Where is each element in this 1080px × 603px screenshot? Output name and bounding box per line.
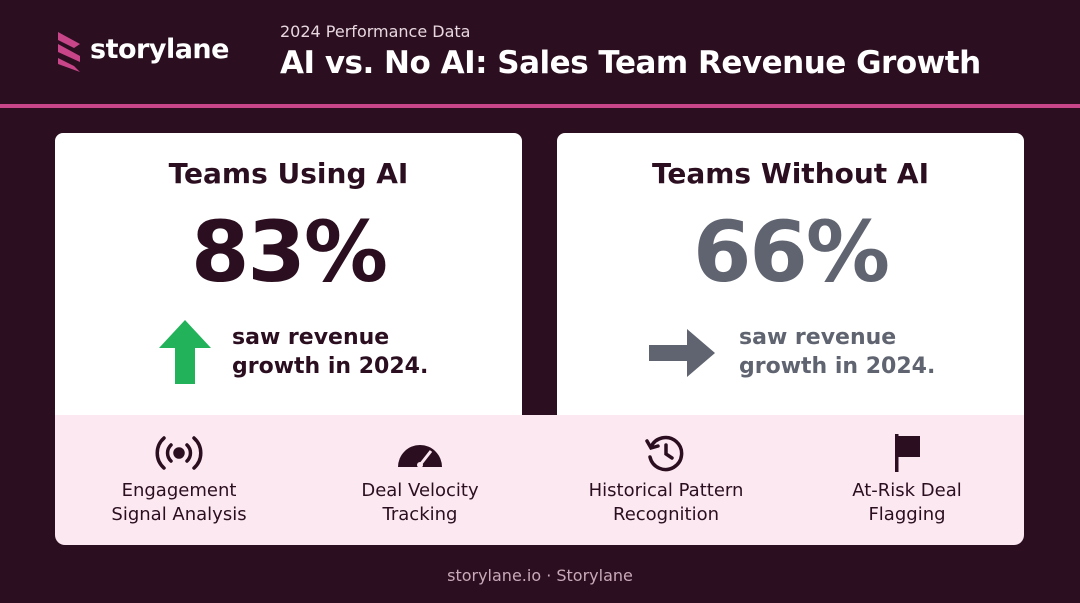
card-ai: Teams Using AI 83% saw revenue growth in… (55, 133, 522, 433)
signal-icon (155, 436, 203, 470)
up-arrow (159, 320, 211, 384)
card-no-ai: Teams Without AI 66% saw revenue growth … (557, 133, 1024, 433)
flag-icon (895, 434, 920, 472)
title: AI vs. No AI: Sales Team Revenue Growth (280, 45, 981, 81)
feature-label: At-Risk Deal (852, 480, 962, 501)
stat: 66% (692, 203, 890, 301)
card-title: Teams Using AI (168, 157, 409, 190)
feature-label: Deal Velocity (361, 480, 479, 501)
right-arrow (649, 329, 715, 377)
card-title: Teams Without AI (651, 157, 930, 190)
feature-label: Signal Analysis (111, 504, 247, 525)
feature: Engagement Signal Analysis (59, 433, 299, 527)
subtitle: 2024 Performance Data (280, 22, 471, 41)
feature-label: Historical Pattern (588, 480, 744, 501)
history-icon (645, 435, 684, 472)
feature: At-Risk Deal Flagging (787, 433, 1027, 527)
feature-label: Flagging (868, 504, 946, 525)
divider (0, 104, 1080, 108)
feature: Deal Velocity Tracking (300, 433, 540, 527)
feature-label: Tracking (382, 504, 458, 525)
caption: saw revenue growth in 2024. (739, 325, 936, 379)
logo-mark (58, 32, 80, 72)
footer: storylane.io · Storylane (447, 566, 633, 585)
caption: saw revenue growth in 2024. (232, 325, 429, 379)
feature: Historical Pattern Recognition (546, 433, 786, 527)
brand: storylane (90, 34, 229, 65)
gauge-icon (398, 445, 442, 468)
features-panel: Engagement Signal Analysis Deal Velocity… (55, 415, 1024, 545)
feature-label: Engagement (121, 480, 237, 501)
stat: 83% (190, 203, 388, 301)
feature-label: Recognition (613, 504, 719, 525)
